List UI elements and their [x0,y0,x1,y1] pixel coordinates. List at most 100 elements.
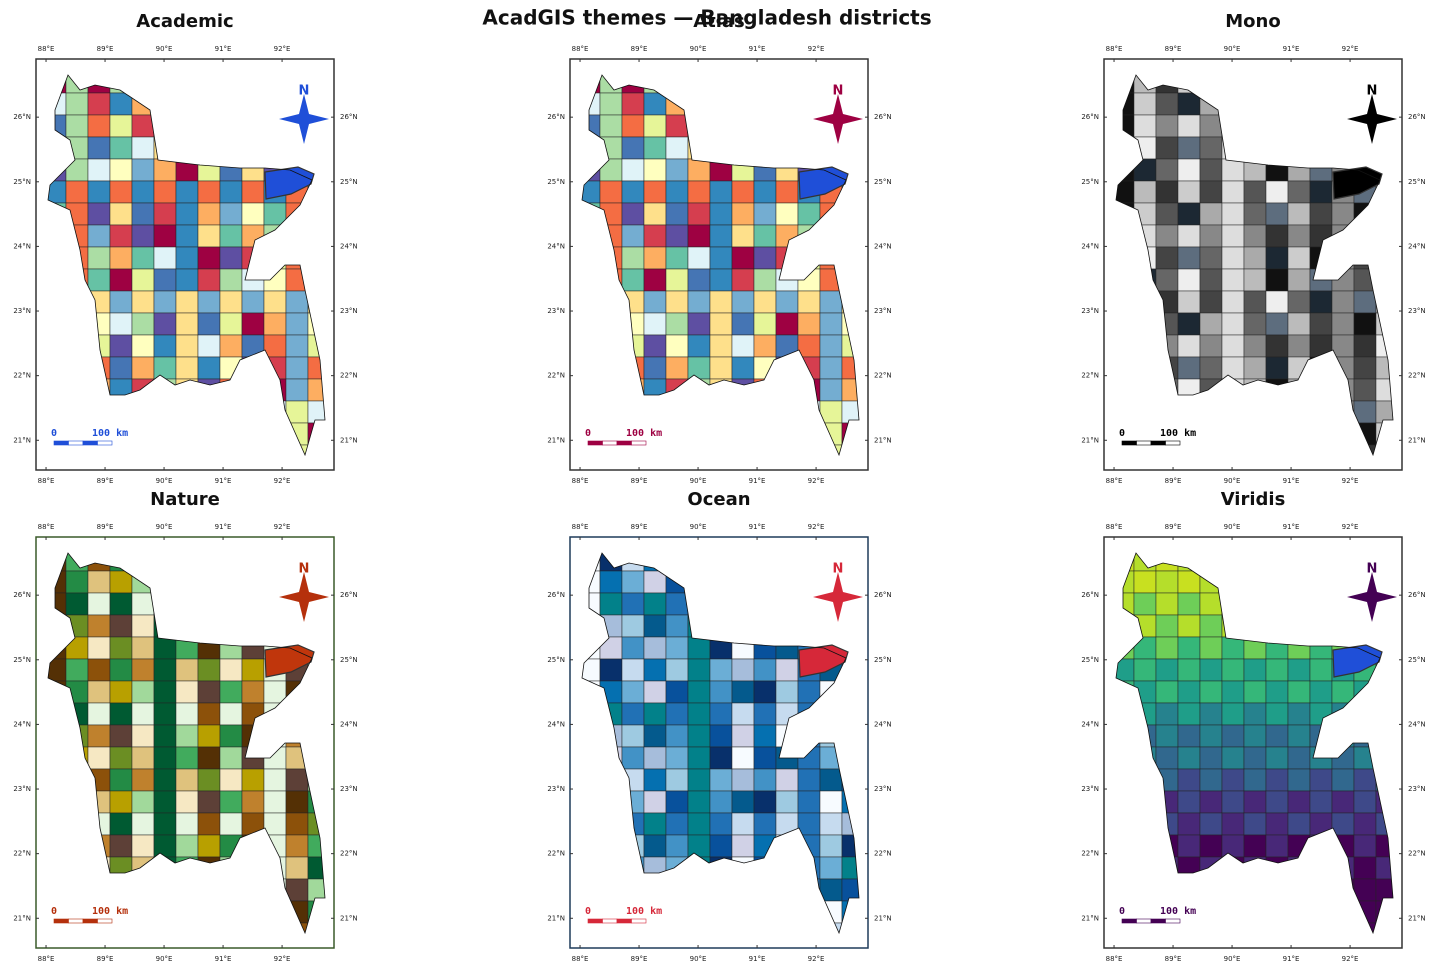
district [665,592,689,616]
district [1243,268,1267,292]
district [1199,636,1223,660]
map-panel: Ocean 88°E 88°E 89°E 89°E 90°E 90°E 91°E 91°E 92°… [547,489,891,963]
district [263,790,287,814]
district [1199,812,1223,836]
scale-segment [587,440,603,446]
district [1243,724,1267,748]
scale-segment [1165,440,1181,446]
district [87,680,111,704]
district [87,658,111,682]
scale-segment [68,918,84,924]
district [109,812,133,836]
lon-label-top: 90°E [690,523,707,531]
district [731,268,755,292]
district [131,246,155,270]
district [109,746,133,770]
district [665,724,689,748]
district [1265,746,1289,770]
district [643,614,667,638]
district [709,680,733,704]
district [1265,246,1289,270]
district [709,268,733,292]
district [797,202,821,226]
district [709,812,733,836]
district [731,246,755,270]
district [775,768,799,792]
north-label: N [1367,562,1378,577]
district [1243,224,1267,248]
district [109,224,133,248]
lat-label-right: 22°N [1408,850,1426,858]
district [1287,812,1311,836]
country-outline [581,74,860,457]
lat-label-left: 26°N [547,113,565,121]
lat-label-left: 22°N [547,372,565,380]
district [775,790,799,814]
lat-label-right: 21°N [874,436,892,444]
district [643,334,667,358]
district [87,592,111,616]
lat-label-left: 23°N [13,307,31,315]
lat-label-left: 22°N [1081,850,1099,858]
district [621,92,645,116]
lat-label-right: 26°N [1408,591,1426,599]
map-frame [1103,536,1403,949]
district [1243,702,1267,726]
district [219,702,243,726]
district [1287,268,1311,292]
lat-label-left: 23°N [1081,307,1099,315]
district [1287,768,1311,792]
district [1155,158,1179,182]
district [1265,290,1289,314]
lat-label-right: 26°N [340,591,358,599]
district [1133,658,1157,682]
district [1221,224,1245,248]
district [1177,658,1201,682]
country-outline [581,552,860,935]
scale-segment [1121,918,1137,924]
district [643,570,667,594]
lon-label-top: 89°E [97,45,114,53]
lon-label-top: 88°E [1106,45,1123,53]
district [87,702,111,726]
district [643,680,667,704]
district [599,570,623,594]
district [665,158,689,182]
district [285,334,309,358]
lat-label-left: 23°N [13,785,31,793]
district [1265,334,1289,358]
district [1243,834,1267,858]
district [109,768,133,792]
district [687,334,711,358]
district [1221,202,1245,226]
lat-label-left: 22°N [1081,372,1099,380]
district [1199,224,1223,248]
district [621,746,645,770]
district [175,334,199,358]
district [219,790,243,814]
lon-label-top: 92°E [1342,523,1359,531]
scale-segment [68,440,84,446]
district [131,224,155,248]
scale-end: 100 km [1160,906,1196,917]
district [1265,658,1289,682]
lon-label-bottom: 91°E [1283,477,1300,485]
district [219,246,243,270]
district [131,702,155,726]
lat-label-right: 24°N [340,720,358,728]
district [1353,834,1377,858]
district [1243,768,1267,792]
district [1243,680,1267,704]
district [621,592,645,616]
district [687,768,711,792]
lat-label-left: 24°N [547,720,565,728]
district [109,136,133,160]
district [263,768,287,792]
district [175,790,199,814]
lat-label-left: 26°N [13,113,31,121]
district [1177,768,1201,792]
district [1353,768,1377,792]
district [1221,268,1245,292]
district [775,180,799,204]
district [775,290,799,314]
